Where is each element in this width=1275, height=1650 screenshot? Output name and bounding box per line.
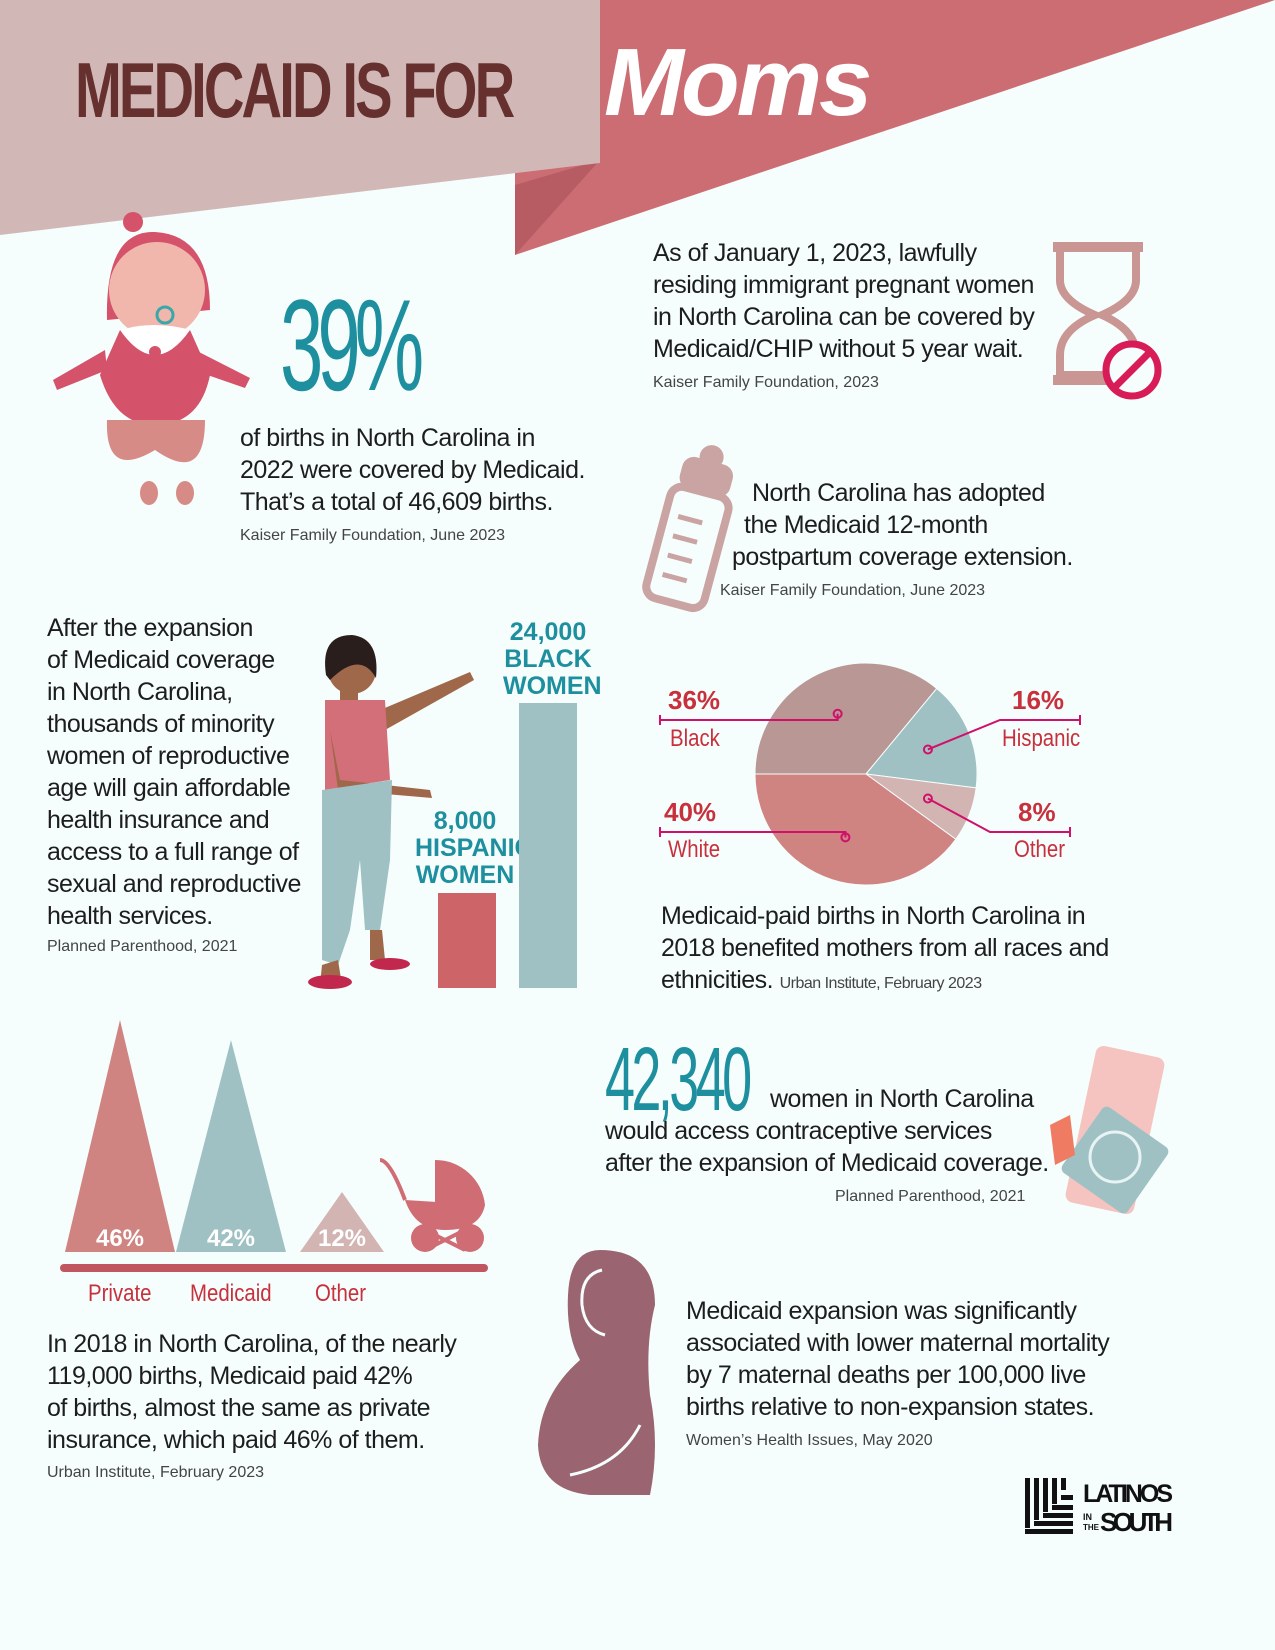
text-line: of births in North Carolina in — [240, 424, 535, 452]
text-line: After the expansion — [47, 614, 253, 642]
bar-value-label: 8,000 — [433, 807, 497, 835]
triangle-other — [300, 1192, 384, 1252]
text-line: associated with lower maternal mortality — [686, 1329, 1110, 1357]
pie-label-white: White — [668, 836, 721, 863]
pie-leader-dot — [922, 744, 933, 755]
pie-label-black: Black — [670, 725, 720, 752]
text-line: access to a full range of — [47, 838, 299, 866]
pie-label-other: Other — [1014, 836, 1066, 863]
text-line: in North Carolina can be covered by — [653, 303, 1035, 331]
bar-black — [519, 703, 577, 988]
pie-pct-hispanic: 16% — [1012, 685, 1065, 715]
text-line: 2022 were covered by Medicaid. — [240, 456, 585, 484]
svg-text:LATINOS: LATINOS — [1083, 1480, 1173, 1508]
source: Kaiser Family Foundation, June 2023 — [240, 527, 506, 544]
text-line: women in North Carolina — [770, 1085, 1034, 1113]
text-line: by 7 maternal deaths per 100,000 live — [686, 1361, 1086, 1389]
text-line: residing immigrant pregnant women — [653, 271, 1034, 299]
text-line: the Medicaid 12-month — [744, 511, 988, 539]
text-line: thousands of minority — [47, 710, 275, 738]
text-line: insurance, which paid 46% of them. — [47, 1426, 425, 1454]
pie-leader-dot — [922, 793, 933, 804]
text-line: of Medicaid coverage — [47, 646, 275, 674]
text-line: As of January 1, 2023, lawfully — [653, 239, 977, 267]
baby-bottle-icon — [642, 445, 733, 613]
triangle-medicaid — [176, 1040, 286, 1252]
bar-value-label: 24,000 — [509, 618, 587, 646]
pie-label-hispanic: Hispanic — [1002, 725, 1081, 752]
title-main: MEDICAID IS FOR — [75, 46, 515, 134]
source: Urban Institute, February 2023 — [779, 975, 983, 992]
triangle-private — [65, 1020, 175, 1252]
category-other: Other — [315, 1280, 367, 1307]
text-line: women of reproductive — [47, 742, 290, 770]
bar-category-label: BLACK WOMEN — [503, 645, 602, 700]
triangle-value-label: 12% — [318, 1225, 366, 1252]
pie-slice-black — [754, 662, 938, 775]
source: Women’s Health Issues, May 2020 — [686, 1432, 933, 1449]
category-medicaid: Medicaid — [190, 1280, 272, 1307]
svg-text:SOUTH: SOUTH — [1100, 1507, 1173, 1535]
triangle-value-label: 46% — [96, 1225, 144, 1252]
title-accent: Moms — [604, 29, 872, 136]
latinos-in-the-south-logo: LATINOS IN THE SOUTH — [1025, 1478, 1173, 1535]
pie-leader-line — [660, 831, 847, 838]
text-line: 119,000 births, Medicaid paid 42% — [47, 1362, 413, 1390]
text-line: would access contraceptive services — [605, 1117, 992, 1145]
baseline-bar — [60, 1264, 488, 1272]
pie-pct-white: 40% — [664, 797, 717, 827]
svg-text:IN: IN — [1083, 1512, 1092, 1522]
text-line: 2018 benefited mothers from all races an… — [661, 934, 1109, 962]
triangle-value-label: 42% — [207, 1225, 255, 1252]
source: Kaiser Family Foundation, 2023 — [653, 374, 879, 391]
text-line: sexual and reproductive — [47, 870, 301, 898]
baby-illustration — [53, 212, 250, 505]
text-line: births relative to non-expansion states. — [686, 1393, 1095, 1421]
text-line: In 2018 in North Carolina, of the nearly — [47, 1330, 457, 1358]
stroller-icon — [379, 1158, 485, 1252]
contraceptive-pills-icon — [1050, 1045, 1169, 1215]
category-private: Private — [88, 1280, 152, 1307]
pregnant-woman-illustration — [538, 1250, 655, 1495]
text-line: health services. — [47, 902, 213, 930]
pie-pct-black: 36% — [668, 685, 721, 715]
source: Planned Parenthood, 2021 — [835, 1188, 1026, 1205]
text-line: North Carolina has adopted — [752, 479, 1045, 507]
text-line: Medicaid expansion was significantly — [686, 1297, 1077, 1325]
pie-leader-line — [660, 713, 839, 721]
text-line: postpartum coverage extension. — [732, 543, 1073, 571]
pie-pct-other: 8% — [1018, 797, 1056, 827]
header-banner — [0, 0, 1275, 255]
hourglass-no-icon — [1053, 242, 1162, 400]
woman-pointing-illustration — [308, 635, 474, 989]
text-line: Medicaid-paid births in North Carolina i… — [661, 902, 1086, 930]
bar-hispanic — [438, 893, 496, 988]
pie-leader-line — [927, 719, 1080, 751]
pie-leader-dot — [840, 832, 851, 843]
source: Kaiser Family Foundation, June 2023 — [720, 582, 986, 599]
pie-leader-line — [927, 797, 1070, 833]
payer-triangle-chart: 46% 42% 12% — [65, 1020, 384, 1252]
race-pie-chart — [659, 662, 1081, 886]
text-line: age will gain affordable — [47, 774, 291, 802]
pie-leader-dot — [832, 708, 843, 719]
source: Planned Parenthood, 2021 — [47, 938, 238, 955]
births-stat-value: 39% — [280, 272, 424, 418]
source: Urban Institute, February 2023 — [47, 1464, 265, 1481]
bar-category-label: HISPANIC WOMEN — [415, 834, 533, 889]
pie-slice-white — [754, 773, 957, 886]
text-line: Medicaid/CHIP without 5 year wait. — [653, 335, 1024, 363]
contraceptive-stat-value: 42,340 — [605, 1030, 752, 1130]
text-line: ethnicities. — [661, 966, 774, 994]
text-line: after the expansion of Medicaid coverage… — [605, 1149, 1049, 1177]
text-line: of births, almost the same as private — [47, 1394, 431, 1422]
text-line: in North Carolina, — [47, 678, 233, 706]
svg-text:THE: THE — [1083, 1523, 1100, 1532]
text-line: health insurance and — [47, 806, 270, 834]
text-line: That’s a total of 46,609 births. — [240, 488, 553, 516]
